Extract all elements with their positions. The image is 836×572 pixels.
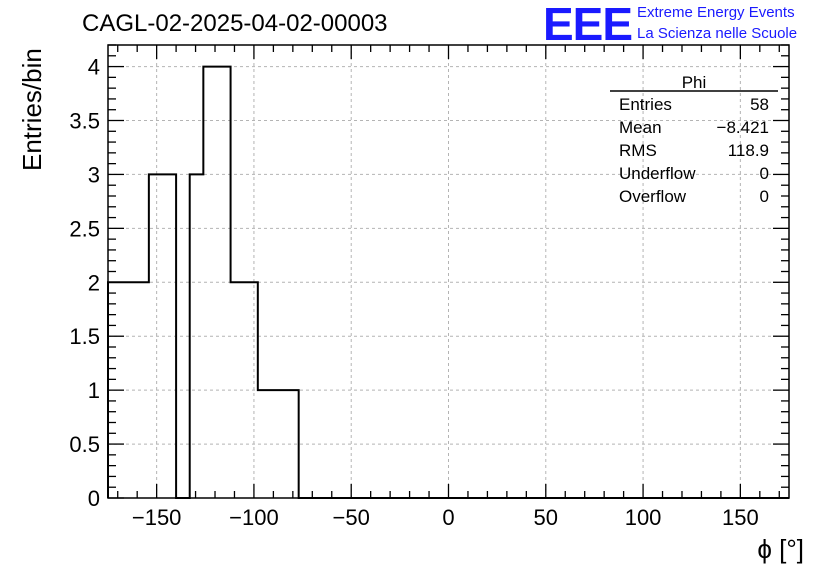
y-axis-ticks: 0 0.5 1 1.5 2 2.5 3 3.5 4 [69,44,789,511]
stats-label-mean: Mean [619,118,662,137]
x-tick-label: 100 [625,505,662,530]
y-tick-label: 1.5 [69,324,100,349]
chart-title: CAGL-02-2025-04-02-00003 [82,10,388,37]
x-axis-label: ϕ [°] [757,534,804,564]
x-tick-label: 50 [534,505,558,530]
histogram-bin-6 [190,174,204,498]
x-tick-label: −150 [132,505,182,530]
x-axis-ticks: −150 −100 −50 0 50 100 150 [117,45,780,530]
stats-label-underflow: Underflow [619,164,696,183]
stats-value-rms: 118.9 [728,141,769,160]
y-tick-label: 3.5 [69,109,100,134]
stats-value-underflow: 0 [760,164,769,183]
stats-label-overflow: Overflow [619,187,687,206]
stats-box: Phi Entries 58 Mean −8.421 RMS 118.9 Und… [610,73,778,206]
stats-label-entries: Entries [619,95,672,114]
y-tick-label: 3 [88,162,100,187]
stats-value-overflow: 0 [760,187,769,206]
x-tick-label: −100 [229,505,279,530]
y-tick-label: 4 [88,55,100,80]
stats-label-rms: RMS [619,141,657,160]
eee-logo: EEE [543,0,633,50]
logo-caption-line1: Extreme Energy Events [637,4,795,21]
y-tick-label: 0 [88,486,100,511]
x-tick-label: 150 [722,505,759,530]
stats-title: Phi [682,73,707,92]
y-tick-label: 2 [88,270,100,295]
logo-caption-line2: La Scienza nelle Scuole [637,25,798,42]
y-tick-label: 1 [88,378,100,403]
y-tick-label: 2.5 [69,216,100,241]
y-axis-label: Entries/bin [17,48,47,171]
stats-value-entries: 58 [750,95,769,114]
x-tick-label: 0 [442,505,454,530]
y-tick-label: 0.5 [69,432,100,457]
x-tick-label: −50 [333,505,370,530]
stats-value-mean: −8.421 [717,118,769,137]
